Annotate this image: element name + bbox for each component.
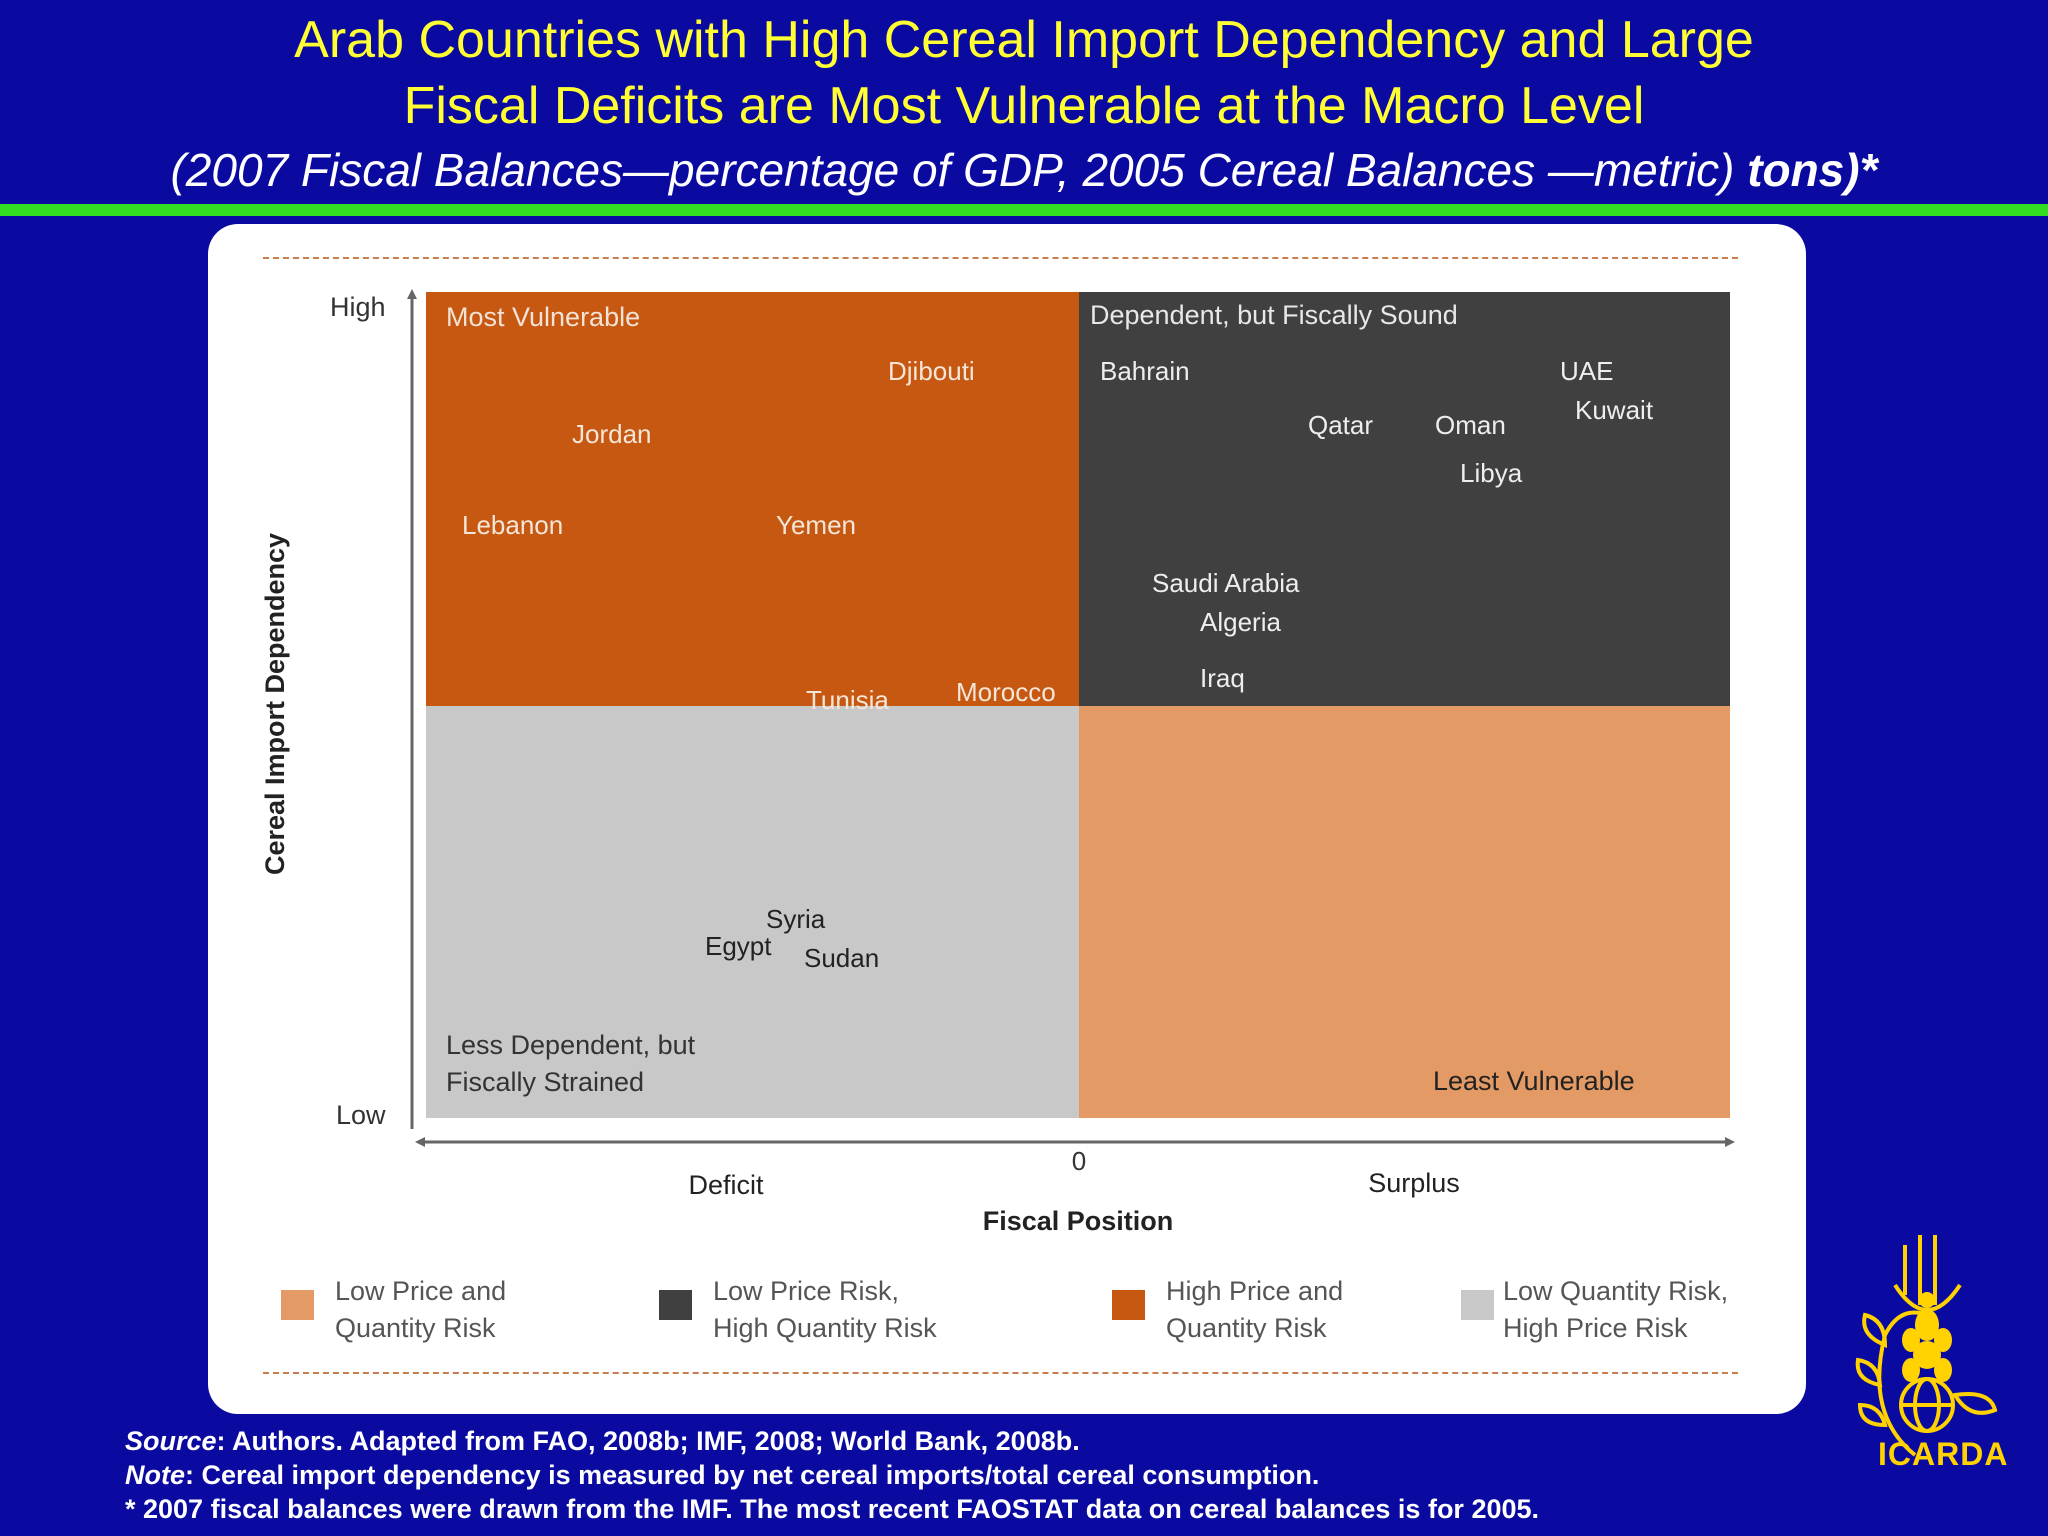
y-high-label: High xyxy=(330,292,386,322)
x-surplus-label: Surplus xyxy=(1368,1168,1460,1198)
legend-label-2-line-1: Low Price Risk, xyxy=(713,1276,899,1306)
quadrant-label-less-dependent-line-2: Fiscally Strained xyxy=(446,1067,644,1097)
country-jordan: Jordan xyxy=(572,419,652,449)
asterisk-note: * 2007 fiscal balances were drawn from t… xyxy=(125,1494,1540,1524)
note-label: Note xyxy=(125,1460,185,1490)
subtitle-bold: tons)* xyxy=(1747,144,1878,196)
country-saudi-arabia: Saudi Arabia xyxy=(1152,568,1300,598)
bottom-divider xyxy=(263,1372,1738,1374)
country-bahrain: Bahrain xyxy=(1100,356,1190,386)
quadrant-chart: High Low Cereal Import Dependency 0 Defi… xyxy=(260,289,1735,1343)
legend-swatch-low-price-quantity-risk xyxy=(281,1290,314,1320)
y-axis-title: Cereal Import Dependency xyxy=(260,533,290,875)
source-label: Source xyxy=(125,1426,217,1456)
quadrant-label-most-vulnerable: Most Vulnerable xyxy=(446,302,640,332)
quadrant-least-vulnerable xyxy=(1079,706,1730,1118)
country-algeria: Algeria xyxy=(1200,607,1281,637)
quadrant-label-least-vulnerable: Least Vulnerable xyxy=(1433,1066,1635,1096)
source-note: Source: Authors. Adapted from FAO, 2008b… xyxy=(125,1424,1080,1458)
country-morocco: Morocco xyxy=(956,677,1056,707)
legend-label-4-line-1: Low Quantity Risk, xyxy=(1503,1276,1728,1306)
country-djibouti: Djibouti xyxy=(888,356,975,386)
legend-label-1-line-1: Low Price and xyxy=(335,1276,506,1306)
country-kuwait: Kuwait xyxy=(1575,395,1654,425)
country-iraq: Iraq xyxy=(1200,663,1245,693)
country-sudan: Sudan xyxy=(804,943,879,973)
quadrant-dependent-fiscally-sound xyxy=(1079,292,1730,706)
country-syria: Syria xyxy=(766,904,826,934)
country-tunisia: Tunisia xyxy=(806,685,889,715)
y-low-label: Low xyxy=(336,1100,386,1130)
chart-panel: High Low Cereal Import Dependency 0 Defi… xyxy=(208,224,1806,1414)
x-zero-label: 0 xyxy=(1072,1146,1086,1176)
legend-swatch-low-price-high-quantity-risk xyxy=(659,1290,692,1320)
country-egypt: Egypt xyxy=(705,931,772,961)
x-axis-title: Fiscal Position xyxy=(983,1206,1174,1236)
legend-label-2-line-2: High Quantity Risk xyxy=(713,1313,937,1343)
definition-note: Note: Cereal import dependency is measur… xyxy=(125,1458,1319,1492)
quadrant-label-dependent-fiscally-sound: Dependent, but Fiscally Sound xyxy=(1090,300,1458,330)
top-divider xyxy=(263,257,1738,259)
quadrant-label-less-dependent-line-1: Less Dependent, but xyxy=(446,1030,696,1060)
legend-label-3-line-1: High Price and xyxy=(1166,1276,1343,1306)
country-libya: Libya xyxy=(1460,458,1523,488)
country-uae: UAE xyxy=(1560,356,1613,386)
x-deficit-label: Deficit xyxy=(688,1170,764,1200)
note-text: : Cereal import dependency is measured b… xyxy=(185,1460,1320,1490)
slide-title-line-2: Fiscal Deficits are Most Vulnerable at t… xyxy=(403,77,1645,135)
icarda-logo-icon xyxy=(1855,1235,1998,1457)
country-lebanon: Lebanon xyxy=(462,510,563,540)
legend-swatch-high-price-quantity-risk xyxy=(1112,1290,1145,1320)
country-oman: Oman xyxy=(1435,410,1506,440)
logo-text: ICARDA xyxy=(1878,1436,2009,1472)
slide-title-line-1: Arab Countries with High Cereal Import D… xyxy=(294,11,1754,69)
accent-rule xyxy=(0,204,2048,216)
legend-label-4-line-2: High Price Risk xyxy=(1503,1313,1688,1343)
legend-swatch-low-quantity-high-price-risk xyxy=(1461,1290,1494,1320)
source-text: : Authors. Adapted from FAO, 2008b; IMF,… xyxy=(216,1426,1080,1456)
quadrant-most-vulnerable xyxy=(426,292,1079,706)
subtitle-main: (2007 Fiscal Balances—percentage of GDP,… xyxy=(170,144,1735,196)
country-qatar: Qatar xyxy=(1308,410,1373,440)
legend-label-3-line-2: Quantity Risk xyxy=(1166,1313,1327,1343)
country-yemen: Yemen xyxy=(776,510,856,540)
slide-subtitle: (2007 Fiscal Balances—percentage of GDP,… xyxy=(0,142,2048,198)
quadrant-less-dependent-fiscally-strained xyxy=(426,706,1079,1118)
legend-label-1-line-2: Quantity Risk xyxy=(335,1313,496,1343)
